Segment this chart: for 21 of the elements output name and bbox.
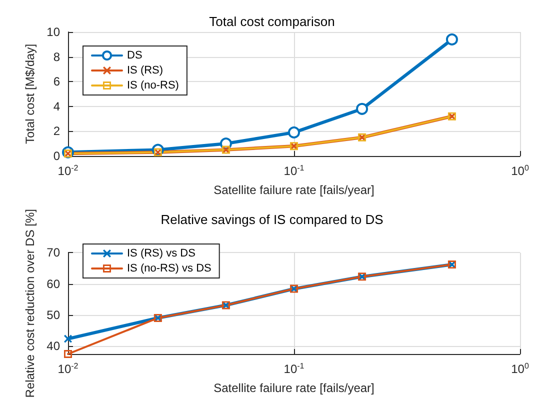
y-tick-label: 2 — [53, 124, 60, 138]
y-tick-label: 70 — [46, 246, 60, 260]
y-tick-label: 0 — [53, 149, 60, 163]
y-tick-label: 50 — [46, 308, 60, 322]
y-tick-label: 6 — [53, 74, 60, 89]
x-axis-title: Satellite failure rate [fails/year] — [214, 381, 374, 395]
x-axis-title: Satellite failure rate [fails/year] — [214, 183, 374, 197]
legend-label: IS (RS) vs DS — [127, 248, 196, 260]
legend-label: IS (no-RS) vs DS — [127, 262, 212, 274]
chart-title: Relative savings of IS compared to DS — [160, 212, 384, 227]
legend-label: DS — [127, 50, 142, 62]
y-tick-label: 8 — [53, 50, 60, 64]
y-tick-label: 60 — [46, 276, 60, 291]
y-axis-title: Relative cost reduction over DS [%] — [22, 209, 37, 398]
y-tick-label: 40 — [46, 338, 60, 353]
y-axis-title: Total cost [M$/day] — [22, 44, 37, 144]
y-tick-label: 10 — [46, 25, 60, 39]
legend-label: IS (no-RS) — [127, 80, 179, 92]
y-tick-label: 4 — [53, 99, 60, 114]
chart-title: Total cost comparison — [209, 14, 335, 29]
legend-label: IS (RS) — [127, 64, 164, 76]
